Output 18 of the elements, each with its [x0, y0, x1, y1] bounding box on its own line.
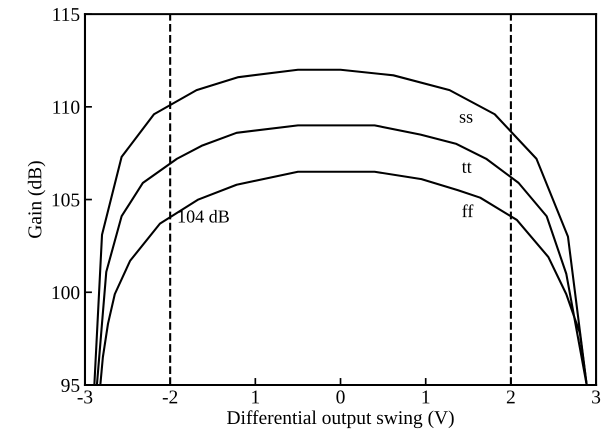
- x-tick-label: -3: [78, 390, 92, 404]
- y-tick-label: 105: [52, 193, 80, 206]
- x-tick-label: 1: [252, 390, 260, 404]
- y-tick-label: 95: [61, 378, 80, 392]
- x-axis-title: Differential output swing (V): [227, 410, 454, 428]
- y-tick-label: 115: [53, 8, 80, 22]
- x-tick-label: -2: [162, 390, 178, 404]
- y-axis-title: Gain (dB): [28, 161, 46, 238]
- y-tick-label: 100: [52, 286, 80, 300]
- series-label: ff: [462, 204, 474, 218]
- x-tick-label: 0: [336, 390, 345, 404]
- x-tick-label: 3: [592, 390, 600, 404]
- series-label: ss: [460, 114, 472, 123]
- y-tick-label: 110: [53, 100, 80, 114]
- x-tick-label: 2: [506, 390, 515, 404]
- series-label: tt: [462, 162, 472, 173]
- annotation: 104 dB: [178, 210, 229, 223]
- x-tick-label: 1: [422, 390, 430, 404]
